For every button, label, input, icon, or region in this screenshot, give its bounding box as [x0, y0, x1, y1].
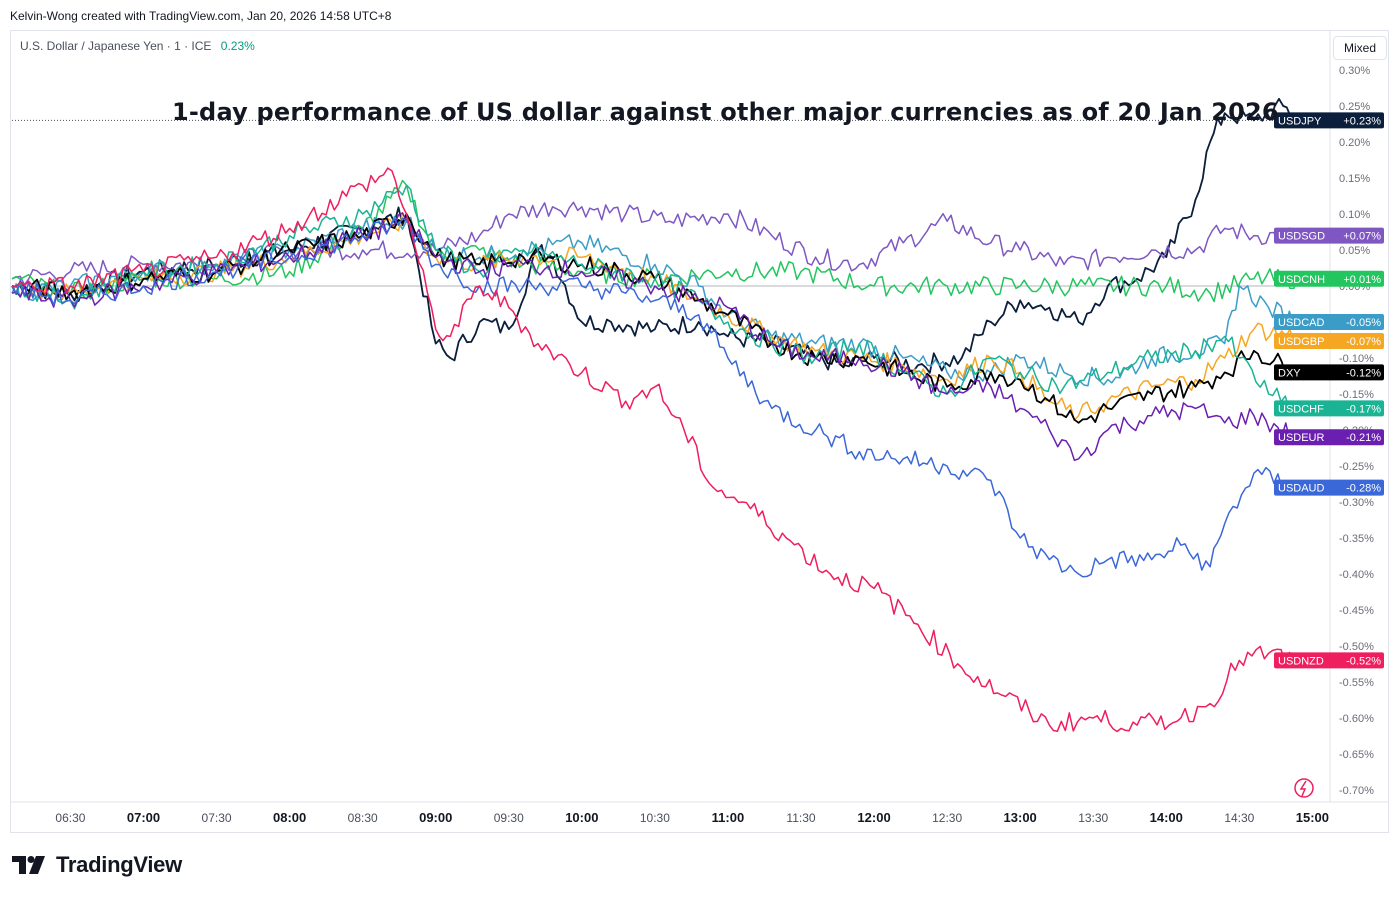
series-label-value: +0.07%	[1343, 231, 1381, 243]
x-tick-label: 13:30	[1078, 811, 1108, 825]
series-label-usdcad: USDCAD -0.05%	[1274, 314, 1384, 330]
series-label-name: USDCHF	[1278, 403, 1324, 415]
series-label-name: USDAUD	[1278, 483, 1325, 495]
series-label-usdeur: USDEUR -0.21%	[1274, 429, 1384, 446]
chart-pane[interactable]	[10, 30, 1389, 833]
series-label-value: -0.07%	[1346, 336, 1381, 348]
x-tick-label: 12:00	[857, 810, 890, 825]
series-label-value: +0.01%	[1343, 274, 1381, 286]
y-tick-label: 0.30%	[1339, 65, 1370, 77]
x-tick-label: 07:00	[127, 810, 160, 825]
series-label-name: DXY	[1278, 367, 1301, 379]
series-line-usdaud	[11, 217, 1299, 578]
y-tick-label: -0.70%	[1339, 785, 1374, 797]
tradingview-logo[interactable]: TradingView	[12, 852, 182, 878]
series-label-usdaud: USDAUD -0.28%	[1274, 479, 1384, 496]
series-label-box	[1274, 227, 1384, 244]
series-label-box	[1274, 364, 1384, 381]
series-label-usdnzd: USDNZD -0.52%	[1274, 652, 1384, 669]
series-label-value: -0.05%	[1346, 317, 1381, 329]
y-tick-label: 0.10%	[1339, 209, 1370, 221]
series-label-usdjpy: USDJPY +0.23%	[1274, 112, 1384, 129]
series-label-box	[1274, 429, 1384, 446]
symbol-legend[interactable]: U.S. Dollar / Japanese Yen · 1 · ICE 0.2…	[20, 39, 255, 53]
x-tick-label: 09:30	[494, 811, 524, 825]
x-tick-label: 11:00	[712, 810, 745, 825]
y-tick-label: 0.20%	[1339, 137, 1370, 149]
series-label-value: -0.52%	[1346, 655, 1381, 667]
y-tick-label: -0.30%	[1339, 497, 1374, 509]
series-line-usdnzd	[11, 167, 1299, 733]
chart-attribution: Kelvin-Wong created with TradingView.com…	[10, 9, 392, 23]
series-label-box	[1274, 333, 1384, 349]
series-line-usdjpy	[11, 97, 1298, 374]
scale-mode-button[interactable]: Mixed	[1333, 36, 1387, 60]
series-line-dxy	[11, 213, 1299, 424]
x-tick-label: 15:00	[1296, 810, 1329, 825]
series-line-usdchf	[11, 184, 1299, 412]
x-tick-label: 08:30	[348, 811, 378, 825]
x-tick-label: 13:00	[1004, 810, 1037, 825]
series-label-box	[1274, 479, 1384, 496]
y-tick-label: -0.60%	[1339, 713, 1374, 725]
x-tick-label: 12:30	[932, 811, 962, 825]
y-tick-label: 0.05%	[1339, 245, 1370, 257]
x-tick-label: 08:00	[273, 810, 306, 825]
y-tick-label: -0.50%	[1339, 641, 1374, 653]
y-tick-label: -0.55%	[1339, 677, 1374, 689]
series-label-name: USDNZD	[1278, 655, 1324, 667]
x-tick-label: 06:30	[55, 811, 85, 825]
x-tick-label: 07:30	[202, 811, 232, 825]
series-label-name: USDCAD	[1278, 317, 1325, 329]
y-tick-label: -0.15%	[1339, 389, 1374, 401]
x-tick-label: 09:00	[419, 810, 452, 825]
alert-icon	[1294, 778, 1314, 798]
series-label-usdchf: USDCHF -0.17%	[1274, 400, 1384, 417]
series-label-box	[1274, 270, 1384, 287]
x-tick-label: 11:30	[786, 811, 815, 825]
series-label-usdgbp: USDGBP -0.07%	[1274, 333, 1384, 349]
series-line-usdeur	[11, 212, 1299, 462]
x-tick-label: 10:30	[640, 811, 670, 825]
series-label-box	[1274, 652, 1384, 669]
symbol-change: 0.23%	[220, 39, 255, 53]
series-label-name: USDEUR	[1278, 432, 1325, 444]
y-tick-label: 0.15%	[1339, 173, 1370, 185]
series-label-name: USDGBP	[1278, 336, 1324, 348]
series-line-usdcnh	[11, 179, 1299, 303]
series-label-name: USDSGD	[1278, 231, 1325, 243]
x-tick-label: 14:00	[1150, 810, 1183, 825]
series-label-value: -0.17%	[1346, 403, 1381, 415]
series-label-usdcnh: USDCNH +0.01%	[1274, 270, 1384, 287]
alert-bolt-icon	[1299, 780, 1307, 797]
series-label-value: -0.12%	[1346, 367, 1381, 379]
series-line-usdgbp	[11, 211, 1299, 422]
series-label-value: -0.28%	[1346, 483, 1381, 495]
series-label-dxy: DXY -0.12%	[1274, 364, 1384, 381]
series-label-value: +0.23%	[1343, 115, 1381, 127]
y-tick-label: -0.40%	[1339, 569, 1374, 581]
tradingview-logo-icon	[12, 856, 45, 874]
x-tick-label: 10:00	[565, 810, 598, 825]
y-tick-label: 0.25%	[1339, 101, 1370, 113]
y-tick-label: -0.35%	[1339, 533, 1374, 545]
series-label-name: USDCNH	[1278, 274, 1325, 286]
y-tick-label: -0.10%	[1339, 353, 1374, 365]
symbol-name: U.S. Dollar / Japanese Yen · 1 · ICE	[20, 39, 212, 53]
series-label-name: USDJPY	[1278, 115, 1322, 127]
series-label-box	[1274, 112, 1384, 129]
y-tick-label: -0.25%	[1339, 461, 1374, 473]
y-tick-label: -0.45%	[1339, 605, 1374, 617]
series-label-value: -0.21%	[1346, 432, 1381, 444]
y-tick-label: -0.65%	[1339, 749, 1374, 761]
series-label-box	[1274, 400, 1384, 417]
tradingview-brand: TradingView	[56, 852, 182, 877]
series-line-usdsgd	[11, 201, 1299, 286]
series-label-box	[1274, 314, 1384, 330]
chart-title: 1-day performance of US dollar against o…	[172, 98, 1279, 126]
series-label-usdsgd: USDSGD +0.07%	[1274, 227, 1384, 244]
x-tick-label: 14:30	[1224, 811, 1254, 825]
